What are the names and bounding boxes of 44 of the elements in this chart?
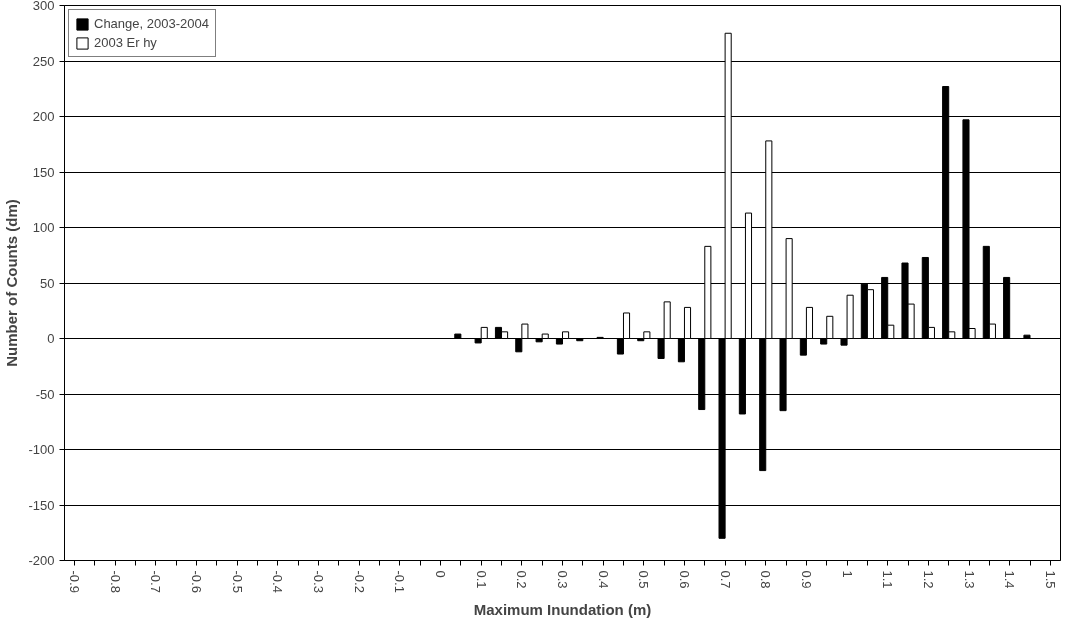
y-tick-label: 250 [32,53,55,69]
legend-label: Change, 2003-2004 [94,16,209,31]
x-tick-label: 0.2 [514,570,530,589]
y-tick-label: 200 [32,109,55,124]
y-tick-label: -200 [28,553,55,568]
y-axis-title: Number of Counts (dm) [3,199,21,367]
x-tick-label: 1.4 [1002,570,1018,589]
y-tick-label: 50 [40,275,55,291]
bar [1003,276,1011,339]
y-tick-label: 0 [47,331,55,346]
x-tick-label: 1.3 [961,570,977,589]
x-tick-label: 0.6 [676,570,692,589]
x-tick-label: 0.5 [636,570,652,589]
bar [1023,334,1031,339]
x-tick-label: 0.9 [798,570,814,589]
x-tick-label: -0.7 [148,570,164,593]
x-tick-label: -0.1 [392,570,408,593]
x-tick-label: 1.1 [880,570,896,589]
y-tick-label: -100 [28,442,55,457]
x-tick-label: 1.5 [1042,570,1058,589]
legend-label: 2003 Er hy [94,35,157,50]
bar [576,338,584,342]
x-axis-title: Maximum Inundation (m) [473,600,652,618]
x-tick-label: -0.9 [67,570,83,593]
x-tick-label: 0.3 [555,570,570,589]
y-tick-label: 150 [32,164,55,180]
x-tick-label: -0.4 [270,570,286,593]
x-tick-label: 0 [433,570,449,578]
x-tick-label: -0.3 [311,570,327,593]
y-tick-label: 300 [32,0,55,13]
bar [454,333,462,339]
x-tick-label: 0.8 [758,570,774,589]
y-tick-label: 100 [32,220,55,235]
x-tick-label: 1.2 [920,570,936,589]
y-tick-label: -150 [28,497,55,513]
x-tick-label: -0.8 [107,570,123,593]
x-tick-label: 0.7 [717,570,733,589]
y-tick-label: -50 [35,386,55,402]
x-tick-label: -0.2 [351,570,367,593]
x-tick-label: -0.5 [229,570,245,593]
x-tick-label: 1 [839,570,855,578]
x-tick-label: 0.4 [595,570,611,589]
x-tick-label: -0.6 [189,570,205,593]
x-tick-label: 0.1 [473,570,489,589]
